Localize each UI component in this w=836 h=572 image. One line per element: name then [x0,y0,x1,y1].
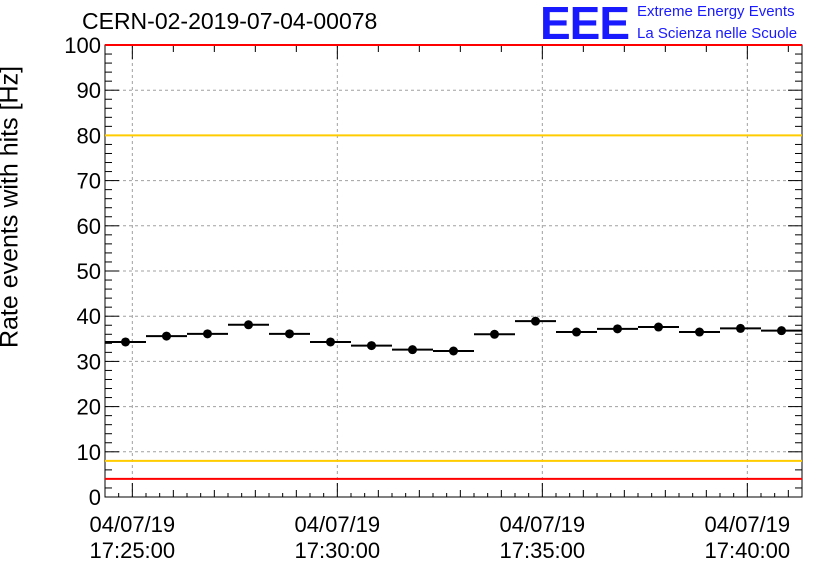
x-tick-label-time: 17:25:00 [90,538,176,563]
data-point [449,346,458,356]
y-tick-label: 30 [77,349,101,374]
x-tick-label-date: 04/07/19 [500,512,586,537]
data-point [162,331,171,341]
data-point [777,326,786,336]
data-point [285,329,294,339]
data-point [121,337,130,347]
data-point [572,327,581,337]
y-tick-label: 80 [77,123,101,148]
data-point [736,323,745,333]
y-tick-label: 90 [77,78,101,103]
logo-line-1: Extreme Energy Events [637,3,795,20]
data-point [326,337,335,347]
data-point [490,329,499,339]
data-point [531,316,540,326]
y-tick-label: 10 [77,440,101,465]
x-tick-label-date: 04/07/19 [295,512,381,537]
logo-line-2: La Scienza nelle Scuole [637,25,798,42]
y-tick-label: 0 [89,485,101,510]
y-tick-label: 40 [77,304,101,329]
chart-title: CERN-02-2019-07-04-00078 [82,8,378,34]
y-tick-label: 100 [64,33,101,58]
eee-logo: EEE [540,0,630,49]
y-tick-label: 20 [77,395,101,420]
y-tick-label: 50 [77,259,101,284]
y-tick-label: 70 [77,169,101,194]
data-point [695,327,704,337]
x-tick-label-time: 17:40:00 [705,538,791,563]
x-tick-label-date: 04/07/19 [705,512,791,537]
data-point [367,341,376,351]
data-point [654,322,663,332]
y-tick-label: 60 [77,214,101,239]
data-point [408,345,417,355]
x-tick-label-time: 17:35:00 [500,538,586,563]
data-point [613,324,622,334]
y-axis-label: Rate events with hits [Hz] [0,65,24,349]
data-point [244,320,253,330]
data-point [203,329,212,339]
x-tick-label-date: 04/07/19 [90,512,176,537]
x-tick-label-time: 17:30:00 [295,538,381,563]
